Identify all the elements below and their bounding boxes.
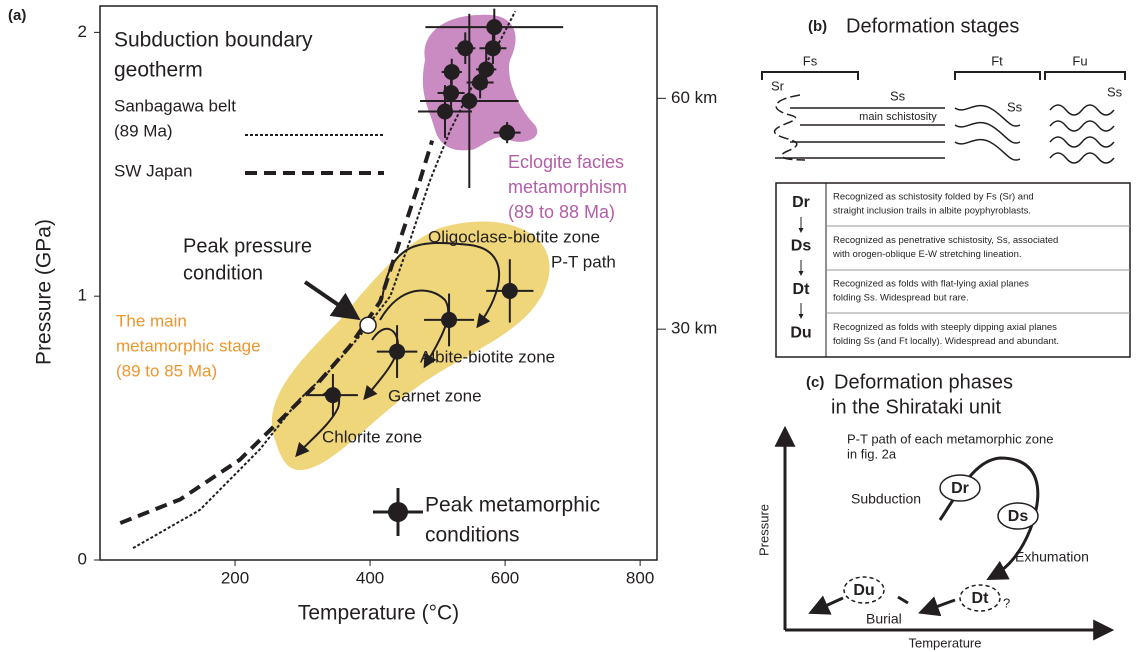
stage-description: straight inclusion trails in albite poyp…	[833, 206, 1031, 217]
legend-title: geotherm	[114, 59, 203, 82]
legend-label: Peak metamorphic	[425, 494, 600, 517]
note: in fig. 2a	[847, 446, 897, 461]
stage-description: with orogen-oblique E-W stretching linea…	[832, 249, 1022, 260]
data-point	[441, 311, 458, 328]
note: P-T path of each metamorphic zone	[847, 431, 1053, 446]
fold-label: Ft	[991, 53, 1003, 68]
data-point	[478, 61, 495, 78]
geotherm-line	[119, 139, 435, 525]
legend-label: SW Japan	[114, 161, 192, 180]
stage-name: Dt	[793, 281, 811, 298]
process-label: Burial	[866, 611, 902, 627]
x-tick-label: 400	[356, 568, 384, 587]
stage-name: Ds	[791, 238, 812, 255]
axis-title: Pressure	[756, 504, 771, 556]
annotation: Eclogite facies	[508, 152, 624, 172]
fold-label: Fu	[1072, 53, 1087, 68]
data-point	[457, 40, 474, 57]
panel-title: in the Shirataki unit	[831, 396, 1002, 418]
annotation: Chlorite zone	[322, 427, 422, 446]
stage-description: Recognized as penetrative schistosity, S…	[833, 235, 1058, 246]
annotation: Oligoclase-biotite zone	[428, 227, 600, 246]
process-label: Exhumation	[1015, 549, 1089, 565]
y-axis-title: Pressure (GPa)	[33, 219, 56, 365]
annotation: P-T path	[551, 252, 616, 271]
annotation: metamorphic stage	[116, 336, 261, 355]
stage-name: Dr	[792, 194, 810, 211]
y-tick-label: 2	[78, 22, 87, 41]
y-tick-label: 0	[78, 549, 87, 568]
annotation: (89 to 85 Ma)	[116, 361, 217, 380]
region	[271, 221, 550, 470]
annotation: Peak pressure	[183, 235, 312, 257]
y2-tick-label: 30 km	[671, 319, 717, 338]
surface-label: Ss	[890, 88, 906, 103]
legend-title: Subduction boundary	[114, 29, 313, 52]
data-point	[443, 85, 460, 102]
process-label: Subduction	[851, 491, 921, 507]
annotation: Garnet zone	[388, 386, 482, 405]
data-point	[437, 103, 454, 120]
panel-label: (b)	[808, 18, 827, 35]
surface-label: Ss	[1007, 99, 1023, 114]
data-point	[499, 124, 516, 141]
x-tick-label: 200	[221, 568, 249, 587]
phase-label: Du	[853, 582, 874, 599]
stage-description: Recognized as folds with flat-lying axia…	[833, 279, 1029, 290]
panel-title: Deformation phases	[834, 371, 1013, 393]
schistosity-label: main schistosity	[859, 111, 937, 123]
x-tick-label: 800	[626, 568, 654, 587]
axis-title: Temperature	[909, 635, 982, 650]
stage-description: Recognized as folds with steeply dipping…	[833, 322, 1057, 333]
data-point	[501, 282, 518, 299]
phase-label: Ds	[1008, 508, 1029, 525]
uncertain-mark: ?	[1003, 595, 1010, 610]
y-tick-label: 1	[78, 286, 87, 305]
data-point	[486, 19, 503, 36]
surface-label: Ss	[1107, 84, 1123, 99]
data-point	[461, 92, 478, 109]
panel-title: Deformation stages	[846, 15, 1019, 37]
panel-label: (a)	[8, 7, 26, 24]
annotation: (89 to 88 Ma)	[508, 202, 615, 222]
surface-label: Sr	[771, 78, 785, 93]
annotation: condition	[183, 262, 263, 284]
panel-label: (c)	[806, 374, 824, 391]
data-point	[389, 343, 406, 360]
data-point	[472, 74, 489, 91]
fold-label: Fs	[803, 53, 818, 68]
legend-label: Sanbagawa belt	[114, 96, 236, 115]
annotation: Albite-biotite zone	[420, 347, 555, 366]
x-tick-label: 600	[491, 568, 519, 587]
annotation: metamorphism	[508, 177, 627, 197]
peak-pressure-point	[359, 316, 377, 334]
data-point	[324, 387, 341, 404]
stage-description: Recognized as schistosity folded by Fs (…	[833, 192, 1034, 203]
stage-description: folding Ss (and Ft locally). Widespread …	[833, 336, 1059, 347]
annotation: The main	[116, 311, 187, 330]
phase-label: Dt	[972, 590, 990, 607]
plot-frame	[99, 5, 658, 561]
legend-label: conditions	[425, 524, 520, 547]
stage-name: Du	[790, 325, 811, 342]
y2-tick-label: 60 km	[671, 88, 717, 107]
data-point	[484, 40, 501, 57]
legend-label: (89 Ma)	[114, 121, 173, 140]
layout-shapes	[295, 71, 1131, 641]
data-point	[443, 63, 460, 80]
stage-description: folding Ss. Widespread but rare.	[833, 293, 969, 304]
phase-label: Dr	[951, 480, 969, 497]
x-axis-title: Temperature (°C)	[298, 602, 459, 625]
